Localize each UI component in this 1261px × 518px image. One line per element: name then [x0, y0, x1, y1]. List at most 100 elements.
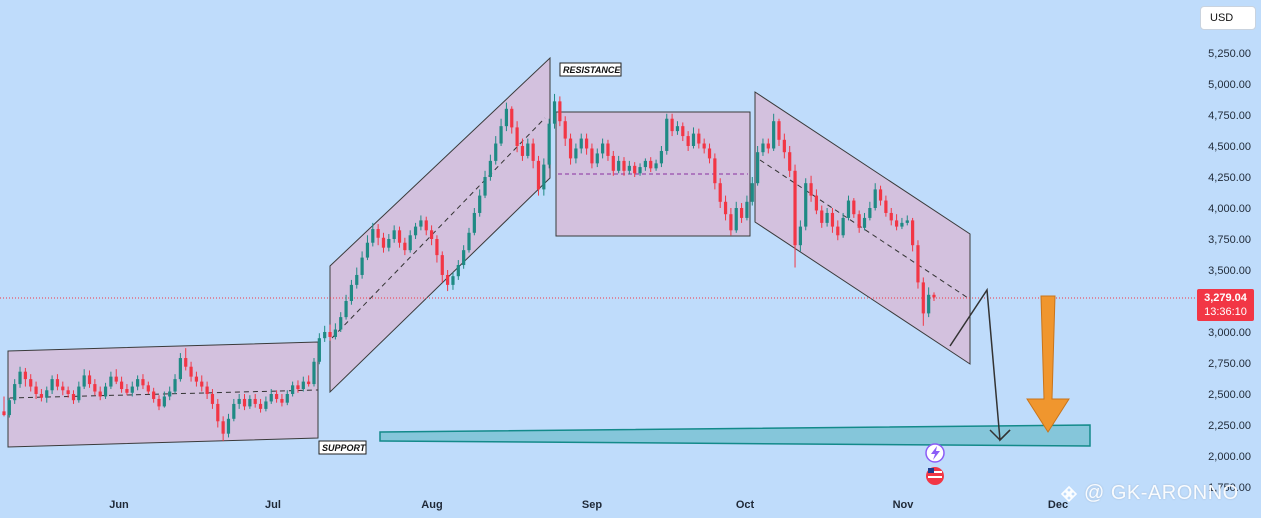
candle-body [269, 394, 273, 402]
watermark: @ GK-ARONNO [1060, 482, 1239, 505]
y-tick-label: 4,750.00 [1208, 110, 1251, 122]
candle-body [408, 235, 412, 251]
candle [371, 222, 375, 247]
candle-body [226, 418, 231, 434]
candle-body [472, 212, 476, 233]
candle [34, 381, 38, 399]
candle-body [376, 229, 380, 238]
candle-body [499, 126, 503, 144]
x-tick-label: Oct [736, 499, 755, 511]
candle [515, 121, 519, 153]
candle-body [312, 361, 316, 385]
candle [536, 155, 541, 196]
candle-body [686, 136, 690, 146]
x-tick-label: Aug [421, 499, 442, 511]
candle-body [857, 214, 861, 228]
x-tick-label: Nov [893, 499, 915, 511]
candle [242, 394, 247, 411]
candle-body [274, 394, 279, 399]
candle [809, 175, 813, 202]
candle-body [504, 108, 509, 127]
candle [643, 158, 647, 171]
candle-body [451, 276, 455, 285]
candle [157, 395, 161, 411]
candle-body [162, 396, 166, 407]
candle [911, 217, 915, 252]
candle [285, 390, 289, 406]
candle [734, 201, 738, 233]
candle [777, 118, 781, 146]
candle [98, 386, 102, 401]
candle-body [333, 329, 337, 337]
candle-body [119, 381, 124, 390]
candle [574, 143, 578, 164]
candle [921, 277, 925, 326]
candle-body [23, 371, 27, 380]
candle [820, 205, 824, 228]
candle [291, 381, 295, 397]
candle-body [253, 398, 257, 404]
candle-body [520, 146, 525, 156]
candle [29, 374, 33, 392]
candle-body [114, 376, 118, 382]
candle-body [50, 379, 54, 391]
candle-body [29, 379, 33, 387]
candle-body [381, 237, 386, 248]
candle-body [157, 398, 161, 407]
descending-channel [754, 91, 971, 365]
watermark-text: @ GK-ARONNO [1084, 482, 1239, 504]
candle-body [168, 391, 172, 397]
pattern-layer [7, 56, 1091, 448]
candle-body [852, 200, 856, 215]
x-tick-label: Jun [109, 499, 129, 511]
candle-body [178, 358, 182, 380]
us-flag-event-icon[interactable] [926, 467, 944, 485]
candle [77, 381, 81, 403]
candle [494, 136, 498, 165]
candle [408, 230, 412, 253]
candle [13, 379, 17, 404]
candle [568, 133, 573, 165]
candle-body [301, 381, 305, 390]
candle-body [841, 217, 845, 236]
candle-body [713, 158, 717, 184]
candle-body [739, 208, 744, 218]
candle-body [547, 123, 551, 165]
candle [841, 212, 845, 238]
candle-body [13, 384, 17, 401]
candle-body [291, 385, 295, 394]
last-price-value: 3,279.04 [1204, 292, 1247, 304]
y-tick-label: 2,250.00 [1208, 420, 1251, 432]
candle-body [194, 376, 199, 382]
candle [702, 138, 706, 154]
candle [681, 122, 685, 142]
target-arrow-icon [1026, 295, 1070, 433]
event-lightning-icon[interactable] [925, 443, 945, 463]
candle [125, 384, 129, 396]
candle [611, 150, 615, 176]
candle-body [328, 332, 332, 337]
candle-body [568, 138, 573, 159]
candle [488, 154, 492, 181]
candle-body [900, 222, 904, 227]
candle-body [884, 200, 888, 213]
candle [55, 374, 60, 391]
candle-body [846, 200, 851, 218]
candle [71, 390, 76, 404]
candle [665, 113, 669, 155]
candle [200, 375, 204, 392]
candle-body [531, 143, 535, 161]
candle-body [296, 385, 300, 390]
candle-body [435, 239, 439, 256]
currency-button[interactable]: USD [1200, 6, 1256, 30]
candle [617, 155, 621, 174]
candle [814, 189, 819, 215]
candle [713, 153, 717, 190]
candle [750, 177, 754, 206]
candle [301, 376, 305, 392]
candle [45, 386, 49, 403]
candle [884, 195, 888, 217]
candle [590, 143, 594, 169]
candle [392, 225, 396, 243]
